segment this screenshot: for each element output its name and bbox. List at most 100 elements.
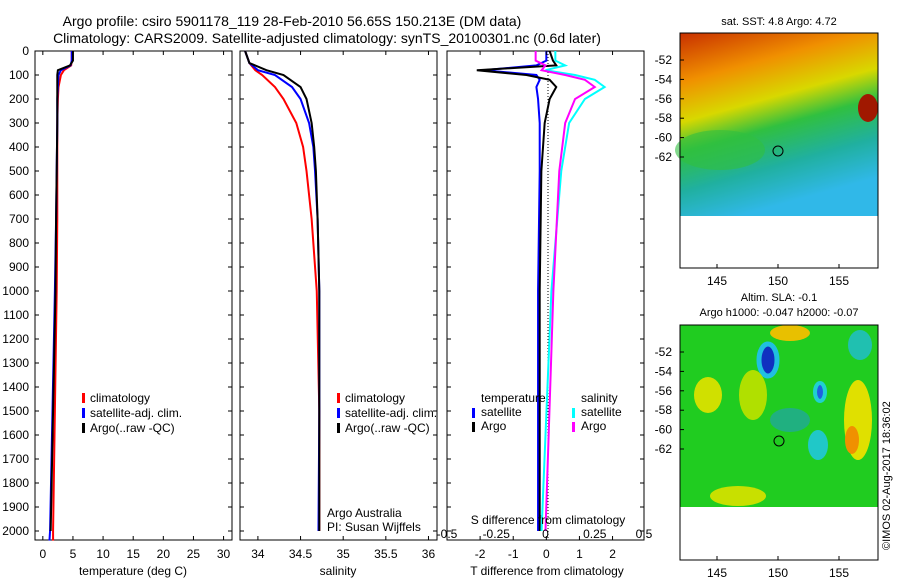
x-tick-label: 5 (70, 547, 77, 561)
argo-location-marker (772, 145, 784, 157)
svg-text:Argo: Argo (581, 419, 607, 433)
depth-tick-label: 300 (9, 116, 29, 130)
x-tick-label: 0 (543, 547, 550, 561)
s-tick-label: 0.5 (636, 527, 653, 541)
lon-tick-label: 150 (768, 566, 788, 580)
x-tick-label: 34.5 (289, 547, 313, 561)
series-line-argo-raw-qc- (244, 50, 321, 531)
depth-tick-label: 1000 (2, 284, 29, 298)
svg-text:satellite-adj. clim.: satellite-adj. clim. (90, 406, 182, 420)
depth-tick-label: 500 (9, 164, 29, 178)
depth-tick-label: 1400 (2, 380, 29, 394)
temperature-panel: 0 5 10 15 20 25 30 temperature (deg C) climato… (34, 50, 233, 578)
salinity-xlabel: salinity (320, 564, 357, 578)
x-tick-label: 1 (576, 547, 583, 561)
series-line-satellite-adj-clim- (244, 50, 321, 532)
depth-tick-label: 1800 (2, 476, 29, 490)
depth-tick-label: 1100 (3, 308, 29, 322)
depth-tick-label: 0 (22, 44, 29, 58)
lat-tick-label: -62 (655, 150, 673, 164)
x-tick-label: 35 (337, 547, 351, 561)
x-tick-label: 34 (251, 547, 265, 561)
float-pi: PI: Susan Wijffels (327, 520, 421, 534)
lat-tick-label: -60 (655, 131, 673, 145)
x-tick-label: 36 (422, 547, 436, 561)
s-tick-label: 0.25 (583, 527, 607, 541)
s-tick-label: 0 (542, 527, 549, 541)
depth-tick-label: 800 (9, 236, 29, 250)
x-tick-label: 0 (39, 547, 46, 561)
lat-tick-label: -52 (655, 345, 673, 359)
series-line-temperature-argo (476, 50, 559, 531)
salinity-panel: 34 34.5 35 35.5 36 salinity climatology sate… (239, 50, 438, 578)
lon-tick-label: 145 (707, 566, 727, 580)
svg-text:satellite-adj. clim.: satellite-adj. clim. (345, 406, 437, 420)
float-owner: Argo Australia (327, 506, 402, 520)
lat-tick-label: -56 (655, 384, 673, 398)
svg-text:satellite: satellite (481, 405, 522, 419)
x-tick-label: 35.5 (374, 547, 398, 561)
sla-map-subtitle: Argo h1000: -0.047 h2000: -0.07 (699, 307, 858, 319)
lon-tick-label: 155 (829, 566, 849, 580)
lat-tick-label: -60 (655, 423, 673, 437)
x-tick-label: 10 (96, 547, 110, 561)
temperature-xlabel: temperature (deg C) (79, 564, 187, 578)
title-line-2: Climatology: CARS2009. Satellite-adjuste… (53, 30, 601, 46)
sla-map: Altim. SLA: -0.1 Argo h1000: -0.047 h200… (655, 292, 879, 580)
svg-text:climatology: climatology (90, 391, 150, 405)
depth-tick-label: 200 (9, 92, 29, 106)
salinity-legend: climatology satellite-adj. clim. Argo(..… (337, 391, 437, 435)
x-tick-label: 25 (187, 547, 201, 561)
temperature-legend: climatology satellite-adj. clim. Argo(..… (82, 391, 182, 435)
lon-tick-label: 155 (829, 274, 849, 288)
svg-text:climatology: climatology (345, 391, 405, 405)
series-line-salinity-argo (534, 51, 597, 532)
series-line-climatology (244, 50, 321, 531)
depth-tick-label: 1700 (2, 452, 29, 466)
depth-tick-label: 1500 (2, 404, 29, 418)
t-difference-xlabel: T difference from climatology (470, 564, 624, 578)
svg-text:Argo(..raw -QC): Argo(..raw -QC) (345, 421, 430, 435)
depth-tick-label: 1200 (2, 332, 29, 346)
depth-axis: 0 100 200 300 400 500 600 700 800 900 1000 1100 1200… (2, 44, 644, 538)
lat-tick-label: -56 (655, 92, 673, 106)
series-line-salinity-satellite (540, 51, 607, 532)
svg-text:temperature: temperature (481, 391, 546, 405)
svg-text:Argo: Argo (481, 419, 507, 433)
sst-map-title: sat. SST: 4.8 Argo: 4.72 (721, 16, 837, 28)
x-tick-label: -2 (475, 547, 486, 561)
x-tick-label: -1 (508, 547, 519, 561)
lon-tick-label: 145 (707, 274, 727, 288)
s-tick-label: -0.5 (437, 527, 458, 541)
sla-map-title: Altim. SLA: -0.1 (741, 292, 817, 304)
svg-text:satellite: satellite (581, 405, 622, 419)
series-line-argo-raw-qc- (49, 51, 74, 532)
depth-tick-label: 1600 (2, 428, 29, 442)
argo-location-marker (773, 435, 785, 447)
depth-tick-label: 2000 (2, 524, 29, 538)
series-line-temperature-satellite (483, 51, 548, 531)
depth-tick-label: 400 (9, 140, 29, 154)
depth-tick-label: 700 (9, 212, 29, 226)
depth-tick-label: 100 (9, 68, 29, 82)
svg-text:salinity: salinity (581, 391, 618, 405)
difference-legend: temperature salinity satellite Argo sate… (472, 391, 622, 433)
title-line-1: Argo profile: csiro 5901178_119 28-Feb-2… (63, 13, 522, 29)
lat-tick-label: -54 (655, 72, 673, 86)
lat-tick-label: -58 (655, 111, 673, 125)
lat-tick-label: -62 (655, 442, 673, 456)
lat-tick-label: -58 (655, 403, 673, 417)
x-tick-label: 2 (609, 547, 616, 561)
depth-tick-label: 900 (9, 260, 29, 274)
lon-tick-label: 150 (768, 274, 788, 288)
depth-tick-label: 1900 (2, 500, 29, 514)
svg-text:Argo(..raw -QC): Argo(..raw -QC) (90, 421, 175, 435)
lat-tick-label: -54 (655, 364, 673, 378)
s-difference-label: S difference from climatology (471, 513, 626, 527)
x-tick-label: 30 (217, 547, 231, 561)
sst-map: sat. SST: 4.8 Argo: 4.72 145 150 155 -52 -54… (655, 16, 879, 288)
depth-tick-label: 600 (9, 188, 29, 202)
x-tick-label: 20 (157, 547, 171, 561)
x-tick-label: 15 (127, 547, 141, 561)
